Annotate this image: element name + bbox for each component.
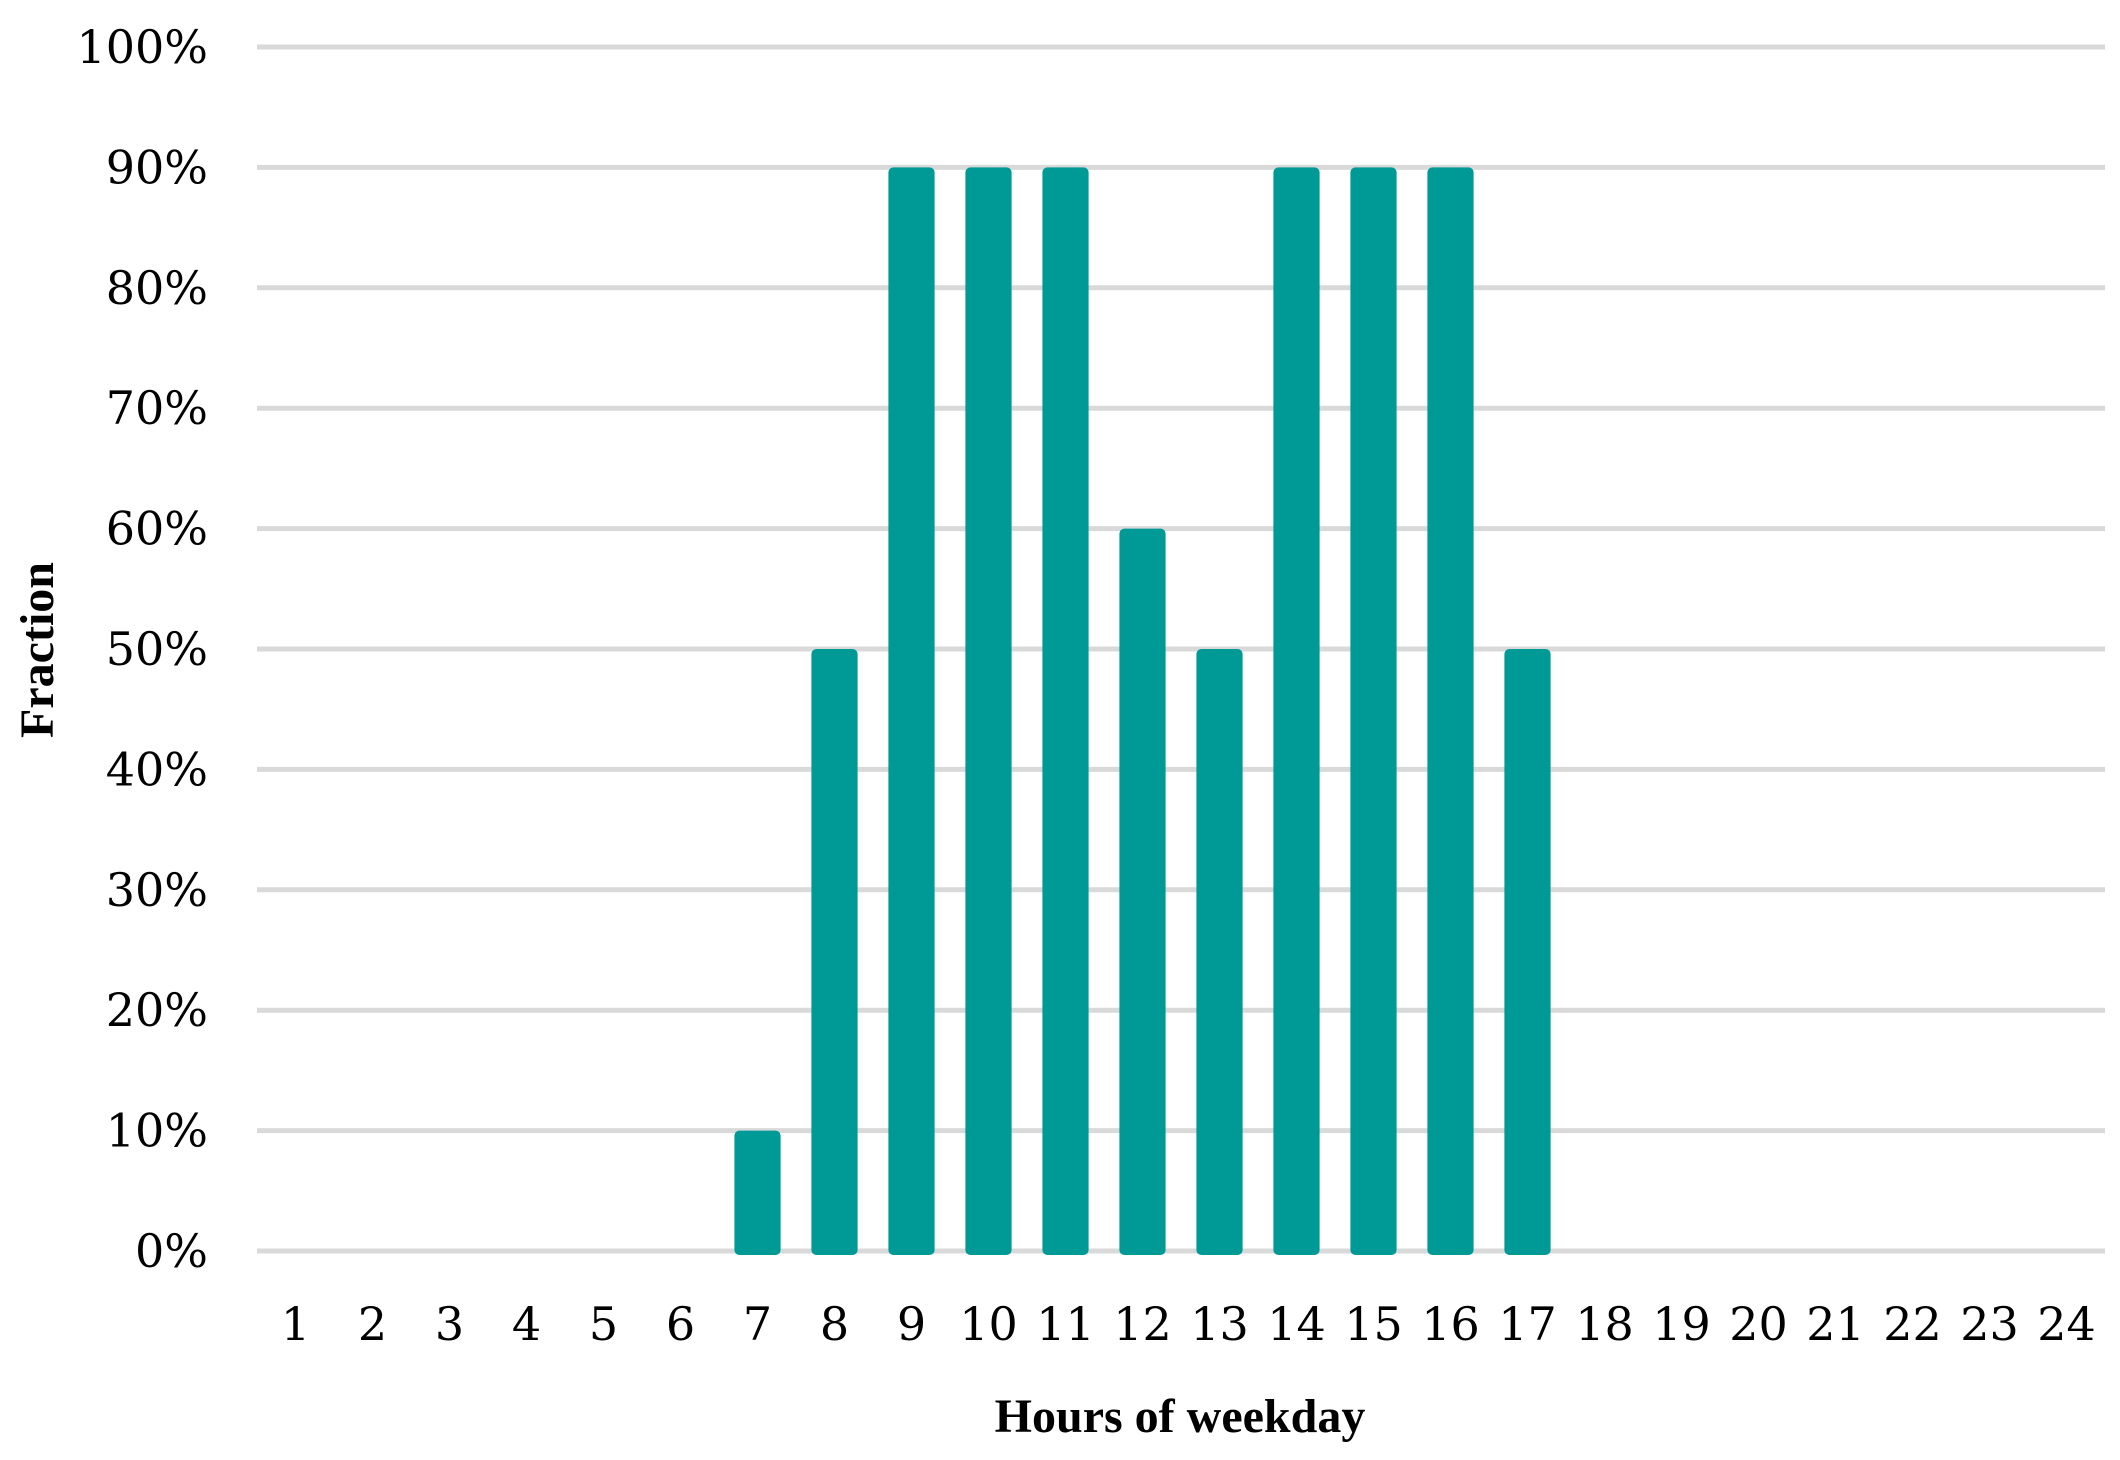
x-tick-label: 9 (897, 1297, 926, 1351)
x-tick-label: 21 (1806, 1297, 1865, 1351)
x-tick-label: 15 (1344, 1297, 1403, 1351)
x-tick-label: 5 (589, 1297, 618, 1351)
bar-hour-9 (888, 167, 935, 1255)
bar-hour-17 (1504, 649, 1551, 1255)
x-tick-label: 7 (743, 1297, 772, 1351)
x-tick-label: 11 (1036, 1297, 1095, 1351)
y-tick-label: 90% (106, 140, 208, 194)
x-tick-label: 10 (959, 1297, 1018, 1351)
x-tick-label: 20 (1729, 1297, 1788, 1351)
bar-hour-15 (1350, 167, 1397, 1255)
bar-hour-12 (1119, 528, 1166, 1255)
x-tick-label: 4 (512, 1297, 541, 1351)
bar-hour-13 (1196, 649, 1243, 1255)
x-tick-label: 14 (1267, 1297, 1326, 1351)
y-tick-label: 30% (106, 863, 208, 917)
x-tick-label: 3 (435, 1297, 464, 1351)
x-tick-label: 12 (1113, 1297, 1172, 1351)
x-tick-label: 17 (1498, 1297, 1557, 1351)
x-tick-label: 22 (1883, 1297, 1942, 1351)
gridlines (257, 44, 2105, 1254)
x-axis-title: Hours of weekday (995, 1390, 1366, 1443)
x-tick-label: 18 (1575, 1297, 1634, 1351)
bars (734, 167, 1551, 1255)
x-tick-label: 8 (820, 1297, 849, 1351)
x-tick-label: 23 (1960, 1297, 2019, 1351)
bar-hour-7 (734, 1130, 781, 1255)
bar-hour-11 (1042, 167, 1089, 1255)
x-tick-label: 1 (281, 1297, 310, 1351)
y-tick-label: 0% (135, 1224, 208, 1278)
bar-hour-16 (1427, 167, 1474, 1255)
x-tick-label: 24 (2037, 1297, 2096, 1351)
y-tick-label: 40% (106, 742, 208, 796)
y-tick-label: 10% (106, 1104, 208, 1158)
x-axis-tick-labels: 1 2 3 4 5 6 7 8 9 10 11 12 13 14 15 16 17 18 19 20 21 22 23 24 (281, 1297, 2096, 1351)
y-tick-label: 20% (106, 983, 208, 1037)
x-tick-label: 2 (358, 1297, 387, 1351)
bar-hour-14 (1273, 167, 1320, 1255)
x-tick-label: 16 (1421, 1297, 1480, 1351)
y-tick-label: 100% (76, 20, 208, 74)
x-tick-label: 6 (666, 1297, 695, 1351)
y-tick-label: 70% (106, 381, 208, 435)
y-tick-label: 50% (106, 622, 208, 676)
x-tick-label: 13 (1190, 1297, 1249, 1351)
x-tick-label: 19 (1652, 1297, 1711, 1351)
bar-hour-8 (811, 649, 858, 1255)
y-tick-label: 80% (106, 261, 208, 315)
y-tick-label: 60% (106, 502, 208, 556)
y-axis-tick-labels: 0% 10% 20% 30% 40% 50% 60% 70% 80% 90% 100% (76, 20, 208, 1278)
y-axis-title: Fraction (11, 562, 64, 738)
bar-hour-10 (965, 167, 1012, 1255)
